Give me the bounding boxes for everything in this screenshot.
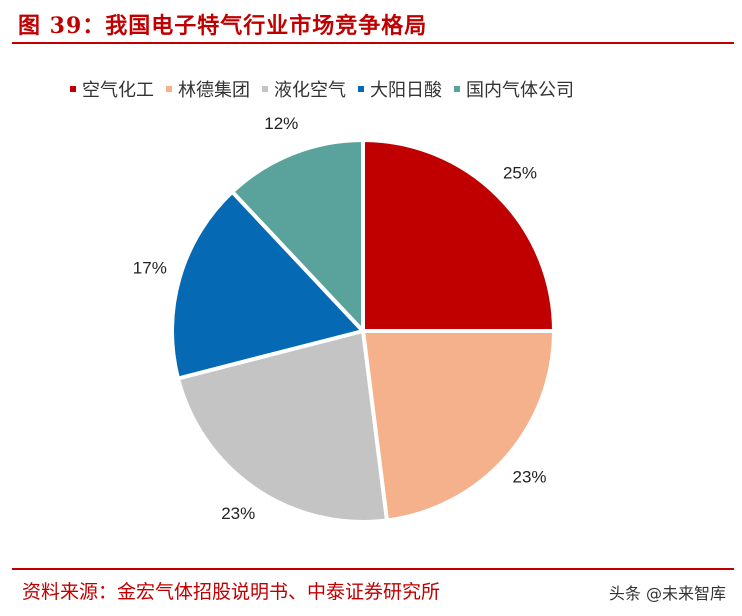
legend-item-2: 液化空气 [262, 76, 346, 102]
legend-label-4: 国内气体公司 [466, 80, 574, 101]
watermark: 头条 @未来智库 [608, 584, 726, 603]
slice-label-3: 17% [133, 259, 167, 278]
legend-swatch-1 [166, 86, 172, 92]
legend-item-4: 国内气体公司 [454, 76, 574, 102]
legend-label-2: 液化空气 [274, 80, 346, 101]
source-note: 资料来源：金宏气体招股说明书、中泰证券研究所 [22, 581, 441, 603]
legend-item-3: 大阳日酸 [358, 76, 442, 102]
page-title: 图 39：我国电子特气行业市场竞争格局 [18, 13, 428, 39]
legend-item-0: 空气化工 [70, 76, 154, 102]
pie-slice-0 [361, 138, 556, 333]
slice-label-0: 25% [503, 164, 537, 183]
title-divider [12, 42, 734, 44]
source-divider [12, 568, 734, 570]
legend-swatch-4 [454, 86, 460, 92]
chart-legend: 空气化工 林德集团 液化空气 大阳日酸 国内气体公司 [70, 76, 586, 102]
slice-label-1: 23% [513, 467, 547, 486]
legend-swatch-2 [262, 86, 268, 92]
legend-label-3: 大阳日酸 [370, 80, 442, 101]
legend-swatch-3 [358, 86, 364, 92]
pie-slice-2 [176, 329, 389, 524]
pie-slice-4 [230, 138, 365, 333]
legend-label-0: 空气化工 [82, 80, 154, 101]
pie-slice-1 [361, 329, 556, 523]
slice-label-4: 12% [264, 114, 298, 133]
pie-slice-3 [170, 189, 365, 381]
legend-item-1: 林德集团 [166, 76, 250, 102]
legend-swatch-0 [70, 86, 76, 92]
legend-label-1: 林德集团 [178, 80, 250, 101]
slice-label-2: 23% [221, 504, 255, 523]
